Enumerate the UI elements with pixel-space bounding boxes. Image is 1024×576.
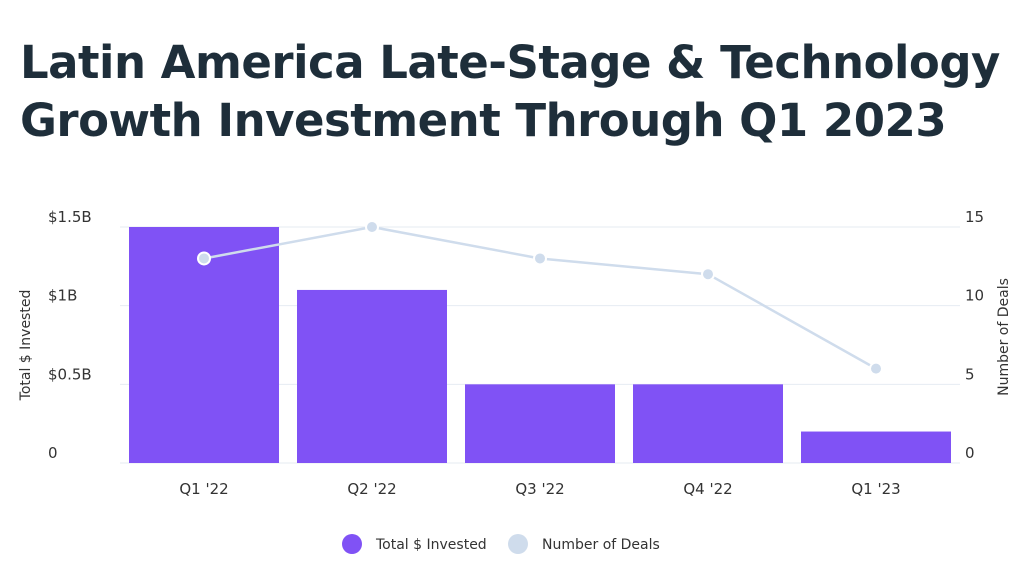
legend-swatch-invested [342,534,362,554]
legend-swatch-deals [508,534,528,554]
y-right-tick-label: 0 [965,444,975,462]
y-left-tick-label: $1.5B [48,208,92,226]
x-tick-label: Q2 '22 [347,480,396,498]
y-left-tick-label: $0.5B [48,365,92,383]
bar [801,431,951,463]
x-tick-label: Q4 '22 [683,480,732,498]
y-left-tick-label: 0 [48,444,58,462]
y-left-tick-label: $1B [48,287,77,305]
y-right-axis-title: Number of Deals [996,278,1012,396]
y-right-tick-label: 15 [965,208,984,226]
legend-label-invested: Total $ Invested [375,537,487,553]
deals-point [197,251,211,266]
bar [633,384,783,463]
bar [129,227,279,463]
deals-point [365,220,379,234]
chart-title-line-2: Growth Investment Through Q1 2023 [20,94,947,147]
y-right-tick-label: 5 [965,365,975,383]
y-left-axis-title: Total $ Invested [18,290,34,402]
chart-title-line-1: Latin America Late-Stage & Technology [20,36,1000,89]
bar [465,384,615,463]
deals-point [533,251,547,266]
x-tick-label: Q1 '22 [179,480,228,498]
x-tick-label: Q1 '23 [851,480,900,498]
y-right-tick-label: 10 [965,287,984,305]
legend-label-deals: Number of Deals [542,537,660,553]
bar [297,289,447,463]
deals-point [869,361,883,376]
chart-title: Latin America Late-Stage & Technology Gr… [20,34,1000,150]
x-tick-label: Q3 '22 [515,480,564,498]
deals-point [701,267,715,282]
